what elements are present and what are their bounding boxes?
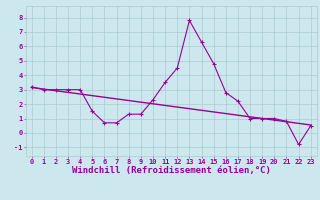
X-axis label: Windchill (Refroidissement éolien,°C): Windchill (Refroidissement éolien,°C) [72, 166, 271, 175]
